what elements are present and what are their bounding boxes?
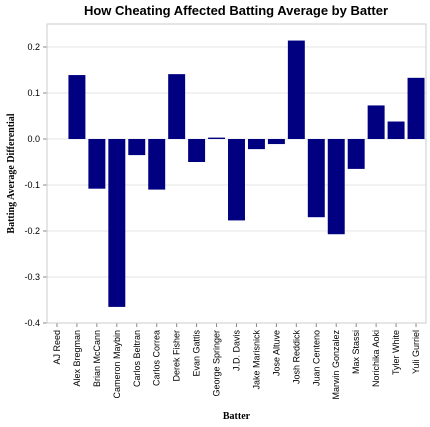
x-tick-label: Jose Altuve	[271, 330, 281, 376]
bar	[208, 137, 226, 139]
chart-title: How Cheating Affected Batting Average by…	[84, 3, 388, 18]
x-tick-label: Evan Gattis	[192, 330, 202, 377]
x-tick-label: Tyler White	[391, 330, 401, 375]
bar	[327, 139, 345, 235]
y-tick-label: -0.2	[24, 226, 40, 236]
x-tick-label: George Springer	[212, 330, 222, 397]
x-tick-label: Carlos Correa	[152, 330, 162, 386]
x-tick-label: Marwin Gonzalez	[331, 330, 341, 400]
y-tick-label: 0.0	[27, 134, 40, 144]
bar	[88, 139, 106, 189]
bar	[228, 139, 245, 221]
bar	[168, 74, 186, 139]
bar	[287, 40, 305, 140]
y-tick-label: -0.1	[24, 180, 40, 190]
x-axis-ticks: AJ Reed Alex Bregman Brian McCann Cameron M…	[52, 323, 421, 400]
x-tick-label: Brian McCann	[92, 330, 102, 387]
x-tick-label: Alex Bregman	[72, 330, 82, 387]
x-tick-label: Carlos Beltran	[132, 330, 142, 387]
x-tick-label: Juan Centeno	[311, 330, 321, 386]
bar	[128, 139, 146, 156]
x-tick-label: Max Stassi	[351, 330, 361, 374]
x-tick-label: Josh Reddick	[291, 330, 301, 385]
x-tick-label: AJ Reed	[52, 330, 62, 365]
bar	[188, 139, 206, 162]
x-tick-label: Derek Fisher	[172, 330, 182, 382]
bars	[68, 40, 425, 307]
bar	[247, 139, 265, 150]
bar	[108, 139, 126, 307]
x-tick-label: Norichika Aoki	[371, 330, 381, 387]
bar	[148, 139, 166, 190]
y-tick-label: 0.2	[27, 42, 40, 52]
bar	[307, 139, 325, 218]
y-tick-label: -0.3	[24, 272, 40, 282]
bar	[407, 77, 425, 139]
y-tick-label: 0.1	[27, 88, 40, 98]
x-tick-label: Cameron Maybin	[112, 330, 122, 399]
x-tick-label: J.D. Davis	[232, 330, 242, 372]
bar	[68, 75, 86, 139]
bar	[367, 105, 385, 139]
bar	[387, 121, 405, 139]
bar	[347, 139, 365, 169]
y-axis-ticks: 0.2 0.1 0.0 -0.1 -0.2 -0.3 -0.4	[24, 42, 47, 328]
y-tick-label: -0.4	[24, 318, 40, 328]
plot-frame	[46, 23, 427, 324]
x-axis-title: Batter	[223, 411, 251, 422]
x-tick-label: Jake Marisnick	[251, 330, 261, 390]
x-tick-label: Yuli Gurriel	[411, 330, 421, 374]
y-axis-title: Batting Average Differential	[6, 113, 17, 233]
bar	[267, 139, 285, 145]
